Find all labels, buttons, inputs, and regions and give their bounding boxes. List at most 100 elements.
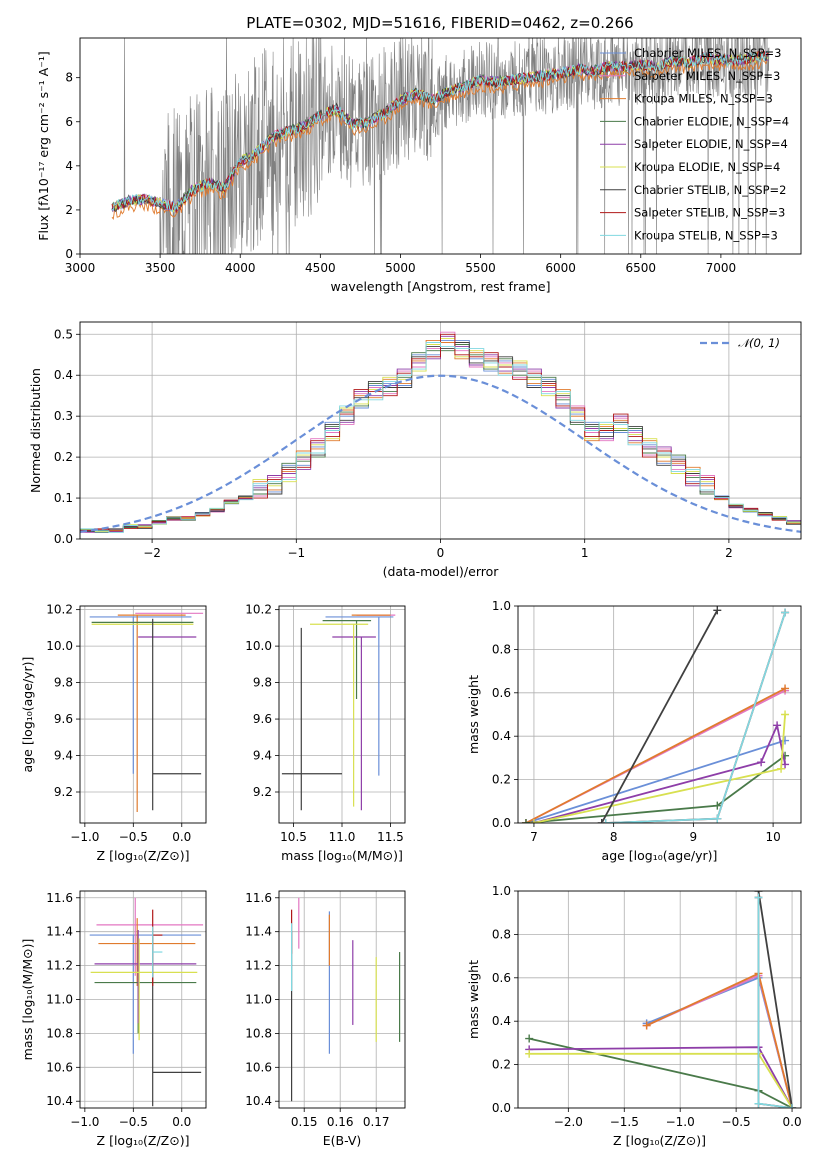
- y-axis-label: Normed distribution: [28, 368, 43, 493]
- plot-area: [279, 891, 405, 1108]
- x-tick-label: −0.5: [119, 830, 148, 844]
- marker-point: [757, 758, 766, 767]
- x-tick-label: 6000: [545, 261, 576, 275]
- y-tick-label: 9.2: [253, 785, 272, 799]
- marker-point: [713, 814, 722, 823]
- y-tick-label: 11.4: [46, 925, 73, 939]
- y-tick-label: 4: [65, 159, 73, 173]
- marker-point: [525, 1049, 534, 1058]
- plot-area: [518, 606, 801, 823]
- chart-mass-vs-EBV: 0.15 0.16 0.17 10.4 10.6 10.8 11.0 11.2 11.4 11.6…: [245, 890, 406, 1148]
- y-tick-label: 8: [65, 71, 73, 85]
- y-tick-label: 11.6: [245, 891, 272, 905]
- y-tick-label: 9.8: [253, 676, 272, 690]
- marker-point: [788, 1104, 797, 1108]
- observed-spectrum: [111, 38, 770, 254]
- plot-area: [80, 606, 206, 823]
- y-tick-label: 11.0: [245, 993, 272, 1007]
- model-spectrum-3: [111, 57, 769, 221]
- x-tick-label: −0.5: [722, 1115, 751, 1129]
- y-tick-label: 10.4: [245, 1094, 272, 1108]
- y-tick-label: 0.6: [492, 971, 511, 985]
- plot-area: [518, 891, 801, 1108]
- chart-age-vs-mass: 10.5 11.0 11.5 9.2 9.4 9.6 9.8 10.0 10.2 mass [lo…: [245, 603, 406, 863]
- plot-area: [111, 38, 770, 254]
- y-tick-label: 9.6: [253, 712, 272, 726]
- x-tick-label: 0.16: [327, 1115, 354, 1129]
- y-tick-label: 1.0: [492, 884, 511, 898]
- y-tick-label: 0.6: [492, 686, 511, 700]
- x-axis-label: mass [log₁₀(M/M⊙)]: [281, 848, 403, 863]
- y-tick-label: 0.1: [54, 491, 73, 505]
- chart-spectrum: 3000 3500 4000 4500 5000 5500 6000 6500 7000 0 2 4 6…: [36, 37, 802, 294]
- x-tick-label: 10.5: [280, 830, 307, 844]
- y-tick-label: 10.6: [245, 1060, 272, 1074]
- chart-residuals: −2 −1 0 1 2 0.0 0.1 0.2 0.3 0.4 0.5 (data-model)/er…: [28, 321, 802, 579]
- y-tick-label: 2: [65, 203, 73, 217]
- x-tick-label: 2: [725, 546, 733, 560]
- y-axis-label: Flux [fλ10⁻¹⁷ erg cm⁻² s⁻¹ A⁻¹]: [36, 51, 51, 240]
- marker-point: [781, 684, 790, 693]
- x-tick-label: −1.0: [70, 830, 99, 844]
- y-tick-label: 0.4: [492, 1014, 511, 1028]
- y-tick-label: 0.2: [492, 1058, 511, 1072]
- y-axis-label: mass [log₁₀(M/M⊙)]: [20, 939, 35, 1061]
- y-tick-label: 10.4: [46, 1094, 73, 1108]
- x-tick-label: 0.0: [172, 830, 191, 844]
- plot-area: [279, 606, 405, 823]
- y-tick-label: 0.2: [54, 450, 73, 464]
- y-tick-label: 10.0: [245, 639, 272, 653]
- x-tick-label: 4000: [225, 261, 256, 275]
- residual-histogram-8: [80, 333, 801, 532]
- y-tick-label: 0.3: [54, 409, 73, 423]
- plot-area: [80, 891, 206, 1108]
- legend-entry: Chabrier MILES, N_SSP=3: [634, 46, 781, 60]
- x-axis-label: age [log₁₀(age/yr)]: [602, 848, 718, 863]
- y-tick-label: 11.4: [245, 925, 272, 939]
- mass-weight-series-8: [605, 612, 786, 823]
- y-tick-label: 1.0: [492, 599, 511, 613]
- model-spectrum-9: [111, 50, 769, 213]
- y-tick-label: 0: [65, 247, 73, 261]
- normal-curve: [80, 374, 801, 533]
- x-tick-label: 0.17: [363, 1115, 390, 1129]
- legend-entry: Salpeter ELODIE, N_SSP=4: [634, 137, 788, 151]
- axes-frame: [517, 605, 802, 824]
- x-tick-label: −2.0: [554, 1115, 583, 1129]
- marker-point: [781, 608, 790, 617]
- x-tick-label: 11.0: [329, 830, 356, 844]
- x-tick-label: 11.5: [377, 830, 404, 844]
- y-tick-label: 11.0: [46, 993, 73, 1007]
- marker-point: [521, 819, 530, 823]
- marker-point: [773, 721, 782, 730]
- x-tick-label: 10: [765, 830, 780, 844]
- residual-histogram-9: [80, 342, 801, 533]
- legend-entry: Salpeter MILES, N_SSP=3: [634, 69, 780, 83]
- y-tick-label: 0.4: [492, 729, 511, 743]
- y-axis-label: age [log₁₀(age/yr)]: [20, 657, 35, 773]
- x-axis-label: Z [log₁₀(Z/Z⊙)]: [97, 1133, 190, 1148]
- x-tick-label: −1: [287, 546, 305, 560]
- y-tick-label: 10.2: [245, 603, 272, 617]
- mass-weight-series-1: [525, 739, 786, 823]
- chart-mass-weight-vs-age: 7 8 9 10 0.0 0.2 0.4 0.6 0.8 1.0 age [log₁₀(age/yr…: [466, 599, 802, 863]
- legend-entry: Kroupa MILES, N_SSP=3: [634, 92, 773, 106]
- chart-mass-weight-vs-Z: −2.0 −1.5 −1.0 −0.5 0.0 0.0 0.2 0.4 0.6 0.8 1.0 Z […: [466, 884, 802, 1148]
- marker-point: [777, 764, 786, 773]
- marker-point: [754, 1099, 763, 1108]
- x-tick-label: 0.0: [783, 1115, 802, 1129]
- y-tick-label: 10.6: [46, 1060, 73, 1074]
- chart-mass-vs-Z: −1.0 −0.5 0.0 10.4 10.6 10.8 11.0 11.2 11.4 11.6 Z…: [20, 890, 207, 1148]
- mass-weight-series-7: [600, 609, 719, 823]
- mass-weight-series-3: [525, 687, 786, 823]
- y-tick-label: 9.4: [54, 749, 73, 763]
- y-tick-label: 11.2: [46, 959, 73, 973]
- marker-point: [713, 801, 722, 810]
- y-tick-label: 6: [65, 115, 73, 129]
- legend-entry: Salpeter STELIB, N_SSP=3: [634, 206, 785, 220]
- y-tick-label: 9.2: [54, 785, 73, 799]
- x-tick-label: 0.15: [291, 1115, 318, 1129]
- x-axis-label: wavelength [Angstrom, rest frame]: [330, 279, 550, 294]
- x-tick-label: 3500: [145, 261, 176, 275]
